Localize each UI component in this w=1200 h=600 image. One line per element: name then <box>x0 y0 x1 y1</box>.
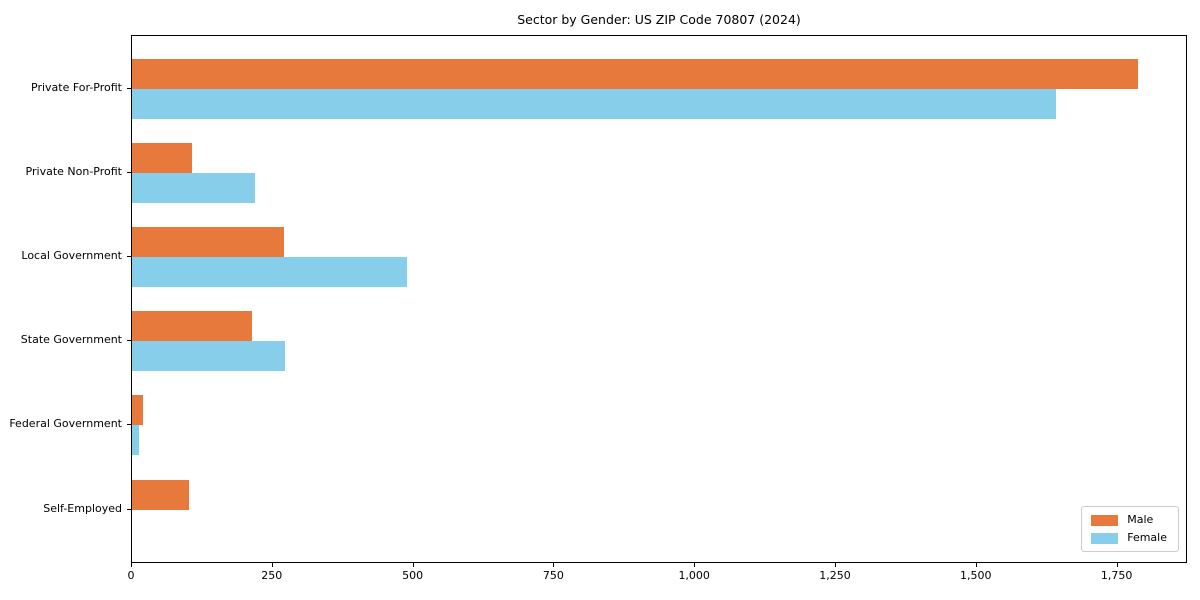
x-tick-label-750: 750 <box>542 569 564 582</box>
x-tick-label-1750: 1,750 <box>1100 569 1133 582</box>
x-tick-mark <box>1116 563 1118 567</box>
x-tick-mark <box>694 563 696 567</box>
bar-male-self-employed <box>132 479 189 510</box>
legend-label-female: Female <box>1127 531 1167 544</box>
y-tick-label-private-non-profit: Private Non-Profit <box>25 165 122 179</box>
y-tick-label-local-government: Local Government <box>21 249 122 263</box>
x-tick-label-1500: 1,500 <box>960 569 992 582</box>
bar-male-state-government <box>132 311 252 342</box>
y-tick-label-federal-government: Federal Government <box>9 417 122 431</box>
legend-item-male: Male <box>1091 514 1167 526</box>
x-tick-label-0: 0 <box>127 569 135 582</box>
bar-female-local-government <box>132 257 408 288</box>
x-tick-mark <box>412 563 414 567</box>
legend-swatch-male <box>1091 514 1119 526</box>
x-tick-mark <box>131 563 132 567</box>
chart-title: Sector by Gender: US ZIP Code 70807 (202… <box>517 12 801 27</box>
bar-male-federal-government <box>132 395 143 426</box>
bar-male-local-government <box>132 227 285 258</box>
bar-male-private-for-profit <box>132 59 1138 89</box>
x-tick-mark <box>553 563 555 567</box>
x-tick-mark <box>271 563 273 567</box>
x-tick-label-500: 500 <box>402 569 424 582</box>
x-tick-mark <box>835 563 836 567</box>
y-tick-label-private-for-profit: Private For-Profit <box>31 81 122 94</box>
x-tick-label-1250: 1,250 <box>819 569 851 582</box>
y-tick-mark <box>127 88 131 89</box>
legend: Male Female <box>1081 506 1179 552</box>
bar-female-federal-government <box>132 425 139 456</box>
y-tick-mark <box>127 424 131 426</box>
y-tick-mark <box>127 340 131 342</box>
x-tick-label-250: 250 <box>261 569 283 582</box>
legend-label-male: Male <box>1127 513 1154 526</box>
y-tick-label-state-government: State Government <box>20 333 122 347</box>
legend-swatch-female <box>1091 532 1119 544</box>
plot-area: Male Female <box>131 35 1187 563</box>
x-tick-label-1000: 1,000 <box>678 569 710 582</box>
y-tick-mark <box>127 256 131 258</box>
y-tick-label-self-employed: Self-Employed <box>43 501 122 515</box>
x-tick-mark <box>975 563 977 567</box>
bar-male-private-non-profit <box>132 143 193 174</box>
bar-female-private-non-profit <box>132 173 255 204</box>
bar-female-private-for-profit <box>132 89 1056 119</box>
y-tick-mark <box>127 508 131 510</box>
legend-item-female: Female <box>1091 532 1167 544</box>
y-tick-mark <box>127 172 131 174</box>
bar-female-state-government <box>132 341 286 372</box>
